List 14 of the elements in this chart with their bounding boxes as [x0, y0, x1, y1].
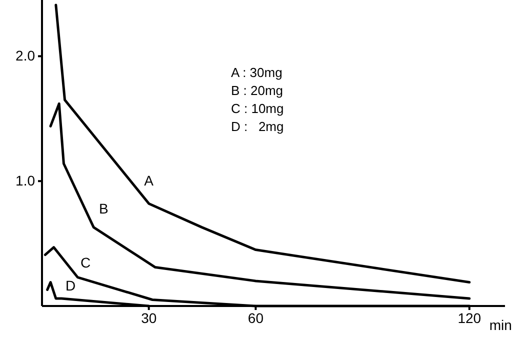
annotation: A : 30mg: [231, 65, 282, 80]
annotation: D : 2mg: [231, 119, 284, 134]
series-label: D: [65, 277, 76, 294]
annotation: C : 10mg: [231, 101, 284, 116]
x-tick-label: 120: [458, 310, 482, 326]
series-label: A: [144, 172, 154, 189]
x-tick-label: 30: [141, 310, 157, 326]
y-tick-label: 2.0: [16, 48, 36, 64]
y-tick-label: 1.0: [16, 172, 36, 189]
x-axis-title: min: [489, 317, 512, 333]
annotation: B : 20mg: [231, 83, 284, 98]
x-tick-label: 60: [248, 310, 264, 326]
series-label: B: [98, 200, 108, 216]
series-label: C: [80, 254, 91, 270]
